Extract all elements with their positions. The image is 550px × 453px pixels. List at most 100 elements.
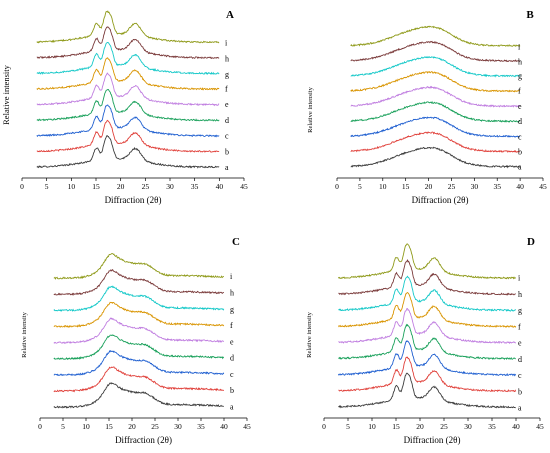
x-tick-label: 45: [243, 422, 251, 431]
x-tick-label: 5: [61, 422, 65, 431]
series-label-i: i: [518, 274, 521, 283]
panel-d: 0 5 10 15 20 25 30 35 40 45 Diffraction (2θ) Relati…: [306, 236, 544, 445]
series-line-g: [53, 285, 225, 312]
series-label-g: g: [230, 305, 234, 314]
series-label-d: d: [518, 117, 522, 126]
series-line-e: [36, 72, 220, 107]
series-label-b: b: [518, 387, 522, 396]
series-label-e: e: [518, 339, 522, 348]
x-tick-label: 5: [45, 182, 49, 191]
x-tick-label: 35: [488, 422, 496, 431]
series-label-i: i: [230, 272, 233, 281]
x-tick-label: 40: [220, 422, 228, 431]
series-line-e: [350, 85, 520, 108]
series-line-b: [36, 119, 220, 153]
x-tick-label: 30: [464, 422, 472, 431]
series-label-h: h: [518, 290, 522, 299]
series-line-b: [53, 366, 225, 393]
x-tick-label: 15: [105, 422, 113, 431]
series-line-i: [350, 25, 521, 47]
x-tick-label: 10: [68, 182, 76, 191]
series-label-g: g: [518, 306, 522, 315]
x-tick-label: 0: [38, 422, 42, 431]
series-label-g: g: [225, 70, 229, 79]
series-line-g: [36, 41, 220, 75]
series-line-b: [338, 356, 517, 393]
series-line-e: [53, 317, 224, 344]
series-line-d: [53, 334, 225, 361]
series-line-d: [36, 88, 220, 122]
x-tick-label: 30: [166, 182, 174, 191]
series-label-b: b: [225, 147, 229, 156]
series-label-a: a: [225, 163, 229, 172]
y-axis-title: Relative intensity: [21, 311, 28, 357]
series-line-i: [53, 253, 225, 280]
series-label-f: f: [518, 322, 521, 331]
panel-letter: B: [526, 9, 534, 21]
series-line-i: [338, 243, 517, 280]
x-tick-label: 20: [425, 182, 433, 191]
series-label-a: a: [518, 404, 522, 413]
x-tick-label: 5: [358, 182, 362, 191]
series-line-g: [338, 275, 517, 312]
series-label-e: e: [230, 337, 234, 346]
series-label-i: i: [518, 42, 521, 51]
x-tick-label: 5: [346, 422, 350, 431]
x-tick-label: 20: [117, 182, 125, 191]
series-line-c: [350, 116, 521, 138]
series-line-a: [36, 135, 220, 169]
series-line-c: [53, 350, 225, 376]
series-label-c: c: [230, 370, 234, 379]
y-axis-title: Relative intensity: [1, 64, 11, 124]
x-tick-label: 30: [471, 182, 479, 191]
series-label-f: f: [518, 87, 521, 96]
series-label-h: h: [518, 58, 522, 67]
x-tick-label: 10: [368, 422, 376, 431]
series-line-a: [350, 146, 521, 169]
x-tick-label: 25: [448, 182, 456, 191]
x-axis-title: Diffraction (2θ): [404, 435, 461, 445]
x-axis-title: Diffraction (2θ): [105, 195, 162, 205]
series-label-d: d: [225, 116, 229, 125]
x-tick-label: 45: [539, 182, 547, 191]
x-tick-label: 35: [493, 182, 501, 191]
x-tick-label: 10: [82, 422, 90, 431]
series-label-c: c: [518, 132, 522, 141]
x-tick-label: 45: [240, 182, 248, 191]
y-axis-title: Relative intensity: [307, 86, 314, 132]
x-tick-label: 0: [335, 182, 339, 191]
series-line-f: [338, 291, 517, 328]
x-tick-label: 15: [402, 182, 410, 191]
panel-b: 0 5 10 15 20 25 30 35 40 45 Diffraction (2θ) Relati…: [307, 9, 547, 205]
series-label-e: e: [518, 102, 522, 111]
series-line-d: [338, 323, 516, 361]
x-tick-label: 40: [216, 182, 224, 191]
x-tick-label: 25: [142, 182, 150, 191]
series-label-f: f: [225, 84, 228, 93]
x-tick-label: 10: [379, 182, 387, 191]
x-tick-label: 20: [416, 422, 424, 431]
panel-letter: D: [527, 236, 535, 248]
series-label-a: a: [518, 163, 522, 172]
series-label-a: a: [230, 402, 234, 411]
series-line-h: [53, 268, 224, 296]
series-label-b: b: [518, 148, 522, 157]
series-label-h: h: [225, 54, 229, 63]
x-tick-label: 35: [191, 182, 199, 191]
series-line-h: [338, 259, 516, 296]
x-tick-label: 25: [440, 422, 448, 431]
x-tick-label: 0: [322, 422, 326, 431]
series-label-i: i: [225, 39, 228, 48]
x-axis-title: Diffraction (2θ): [115, 435, 172, 445]
series-line-i: [36, 10, 220, 44]
x-tick-label: 15: [92, 182, 100, 191]
x-tick-label: 40: [516, 182, 524, 191]
x-tick-label: 30: [174, 422, 182, 431]
series-line-e: [338, 308, 516, 345]
panel-letter: C: [232, 236, 240, 248]
x-tick-label: 35: [197, 422, 205, 431]
series-line-f: [350, 70, 521, 93]
series-line-d: [350, 100, 521, 123]
series-line-a: [338, 372, 516, 409]
